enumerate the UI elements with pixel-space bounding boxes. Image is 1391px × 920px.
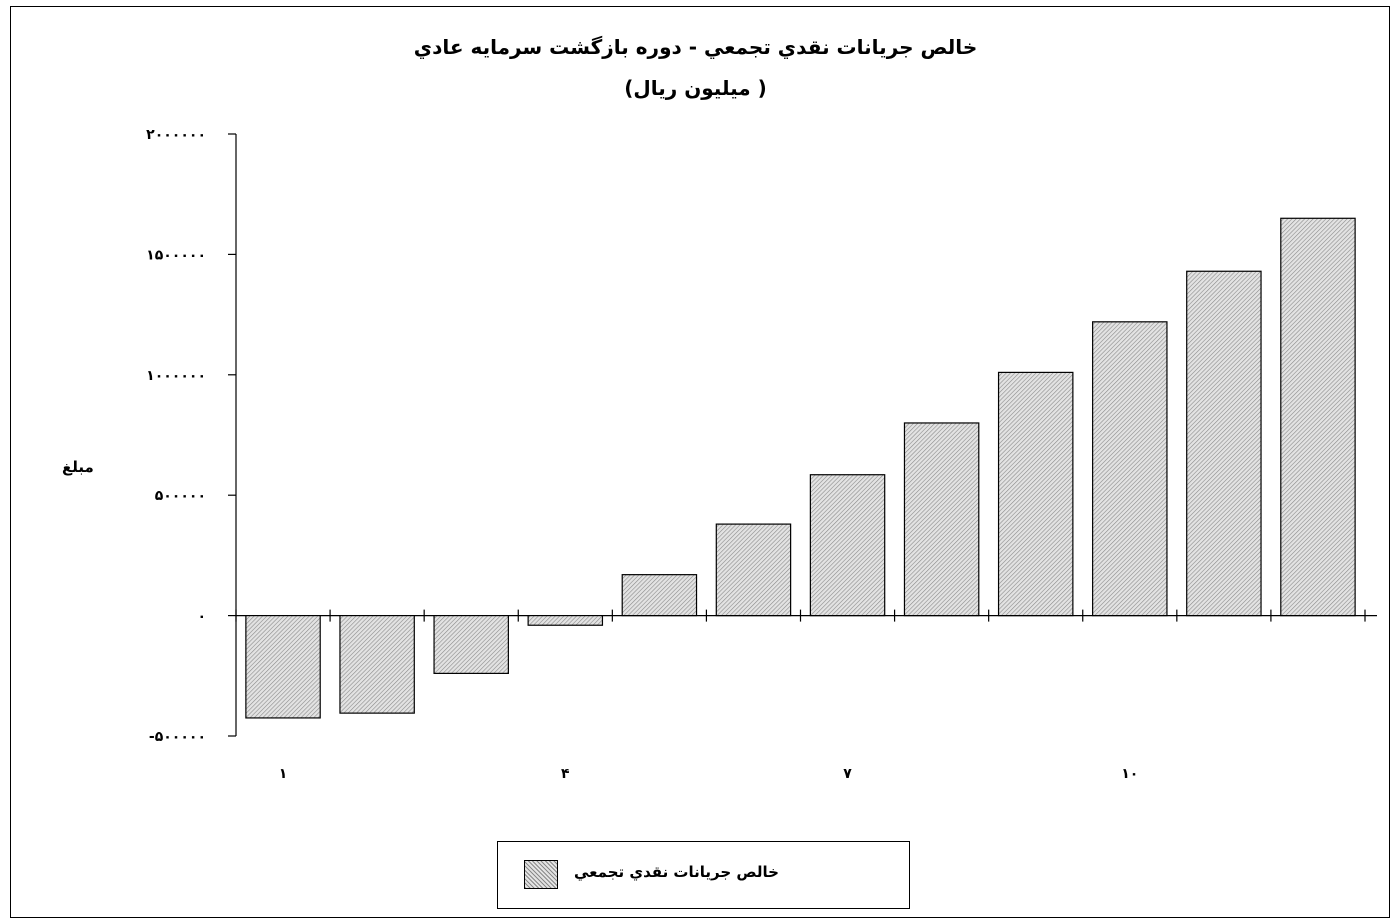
bar xyxy=(527,614,604,626)
y-tick-label: ۵٠٠٠٠٠ xyxy=(155,488,206,504)
chart-subtitle: ( ميليون ريال) xyxy=(624,76,767,100)
bar xyxy=(339,614,415,714)
y-tick-label: ١۵٠٠٠٠٠ xyxy=(146,247,206,263)
bar xyxy=(1186,270,1262,617)
bars xyxy=(245,217,1356,719)
bar xyxy=(621,574,698,617)
bar xyxy=(1092,321,1168,617)
x-tick-label: ١ xyxy=(279,766,288,782)
bar xyxy=(903,422,980,617)
chart-title: خالص جريانات نقدي تجمعي - دوره بازگشت سر… xyxy=(413,35,978,59)
bar xyxy=(245,614,321,719)
y-tick-label: ٢٠٠٠٠٠٠ xyxy=(146,127,206,143)
bar xyxy=(1280,217,1356,617)
bar xyxy=(809,474,886,617)
x-tick-label: ۴ xyxy=(561,766,570,782)
legend: خالص جريانات نقدي تجمعي xyxy=(497,841,910,909)
y-axis-label: مبلغ xyxy=(62,458,94,476)
x-tick-label: ٧ xyxy=(843,766,852,782)
x-tick-label: ١٠ xyxy=(1121,766,1138,782)
y-tick-label: ١٠٠٠٠٠٠ xyxy=(146,368,206,384)
bar xyxy=(715,523,792,617)
y-tick-label: ٠ xyxy=(197,609,206,625)
bar xyxy=(997,371,1074,617)
legend-label: خالص جريانات نقدي تجمعي xyxy=(574,863,779,881)
legend-swatch xyxy=(524,860,558,889)
y-tick-label: -۵٠٠٠٠٠ xyxy=(149,729,206,745)
tick-labels: ٢٠٠٠٠٠٠ ١۵٠٠٠٠٠ ١٠٠٠٠٠٠ ۵٠٠٠٠٠ ٠ -۵٠٠٠٠٠ ١ ۴ ٧ ١٠ xyxy=(146,127,1138,782)
bar xyxy=(433,614,509,674)
